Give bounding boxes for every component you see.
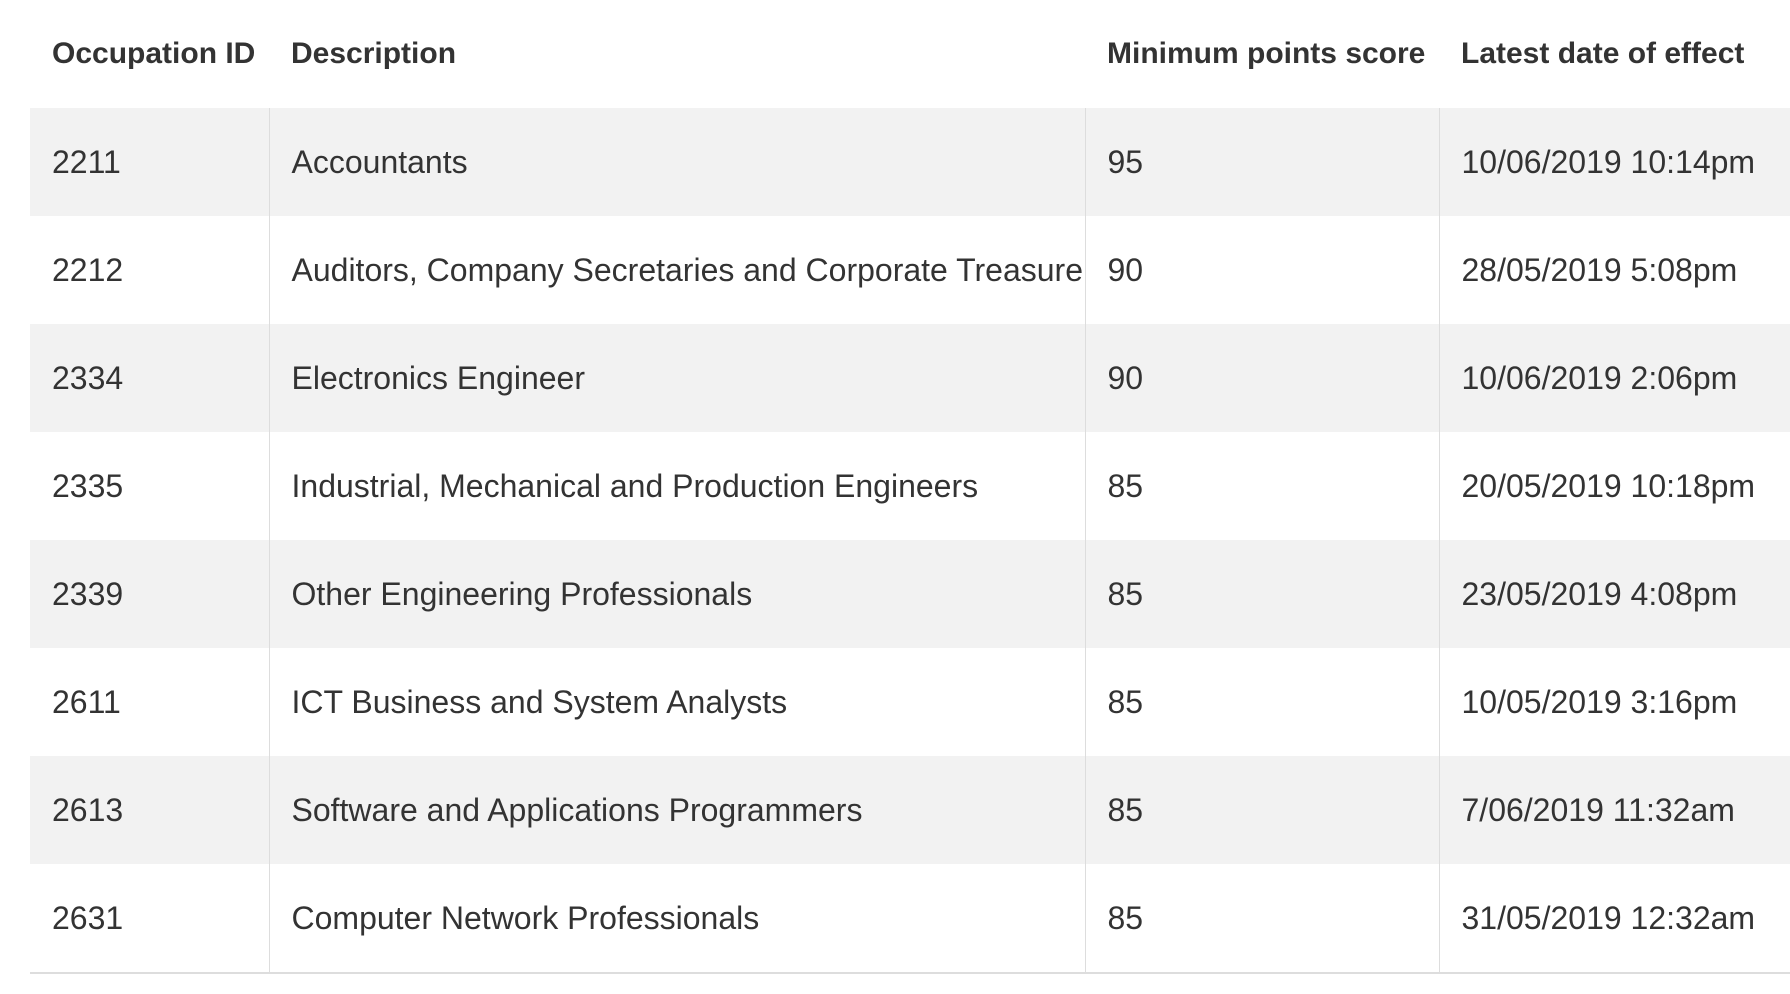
cell-minimum-points-score: 95 [1084,108,1439,216]
cell-description: Computer Network Professionals [268,864,1085,974]
cell-minimum-points-score: 85 [1084,432,1439,540]
cell-minimum-points-score: 85 [1084,756,1439,864]
header-occupation-id[interactable]: Occupation ID [52,37,256,70]
cell-description: Other Engineering Professionals [268,540,1085,648]
header-description[interactable]: Description [291,37,457,70]
cell-latest-date-of-effect: 23/05/2019 4:08pm [1438,540,1790,648]
cell-latest-date-of-effect: 10/05/2019 3:16pm [1438,648,1790,756]
cell-occupation-id: 2211 [30,108,269,216]
cell-description: ICT Business and System Analysts [268,648,1085,756]
cell-latest-date-of-effect: 28/05/2019 5:08pm [1438,216,1790,324]
cell-minimum-points-score: 90 [1084,216,1439,324]
cell-latest-date-of-effect: 20/05/2019 10:18pm [1438,432,1790,540]
table-row: 2631 Computer Network Professionals 85 3… [30,864,1790,974]
table-row: 2613 Software and Applications Programme… [30,756,1790,864]
cell-latest-date-of-effect: 10/06/2019 2:06pm [1438,324,1790,432]
cell-minimum-points-score: 90 [1084,324,1439,432]
table-row: 2212 Auditors, Company Secretaries and C… [30,216,1790,324]
table-row: 2611 ICT Business and System Analysts 85… [30,648,1790,756]
cell-description: Software and Applications Programmers [268,756,1085,864]
table-row: 2335 Industrial, Mechanical and Producti… [30,432,1790,540]
cell-occupation-id: 2613 [30,756,269,864]
table-row: 2211 Accountants 95 10/06/2019 10:14pm [30,108,1790,216]
cell-description: Accountants [268,108,1085,216]
cell-occupation-id: 2335 [30,432,269,540]
cell-latest-date-of-effect: 31/05/2019 12:32am [1438,864,1790,974]
cell-occupation-id: 2334 [30,324,269,432]
cell-latest-date-of-effect: 10/06/2019 10:14pm [1438,108,1790,216]
table-row: 2339 Other Engineering Professionals 85 … [30,540,1790,648]
cell-occupation-id: 2631 [30,864,269,974]
cell-description: Electronics Engineer [268,324,1085,432]
header-latest-date-of-effect[interactable]: Latest date of effect [1461,37,1745,70]
cell-minimum-points-score: 85 [1084,540,1439,648]
cell-occupation-id: 2212 [30,216,269,324]
table-header: Occupation ID Description Minimum points… [30,0,1790,108]
cell-minimum-points-score: 85 [1084,864,1439,974]
header-minimum-points-score[interactable]: Minimum points score [1107,37,1426,70]
occupation-table: Occupation ID Description Minimum points… [30,0,1790,974]
cell-occupation-id: 2339 [30,540,269,648]
cell-occupation-id: 2611 [30,648,269,756]
occupation-table-container: Occupation ID Description Minimum points… [30,0,1790,974]
cell-description: Auditors, Company Secretaries and Corpor… [268,216,1085,324]
cell-minimum-points-score: 85 [1084,648,1439,756]
table-row: 2334 Electronics Engineer 90 10/06/2019 … [30,324,1790,432]
table-body: 2211 Accountants 95 10/06/2019 10:14pm 2… [30,108,1790,974]
cell-description: Industrial, Mechanical and Production En… [268,432,1085,540]
cell-latest-date-of-effect: 7/06/2019 11:32am [1438,756,1790,864]
header-row: Occupation ID Description Minimum points… [30,0,1790,108]
